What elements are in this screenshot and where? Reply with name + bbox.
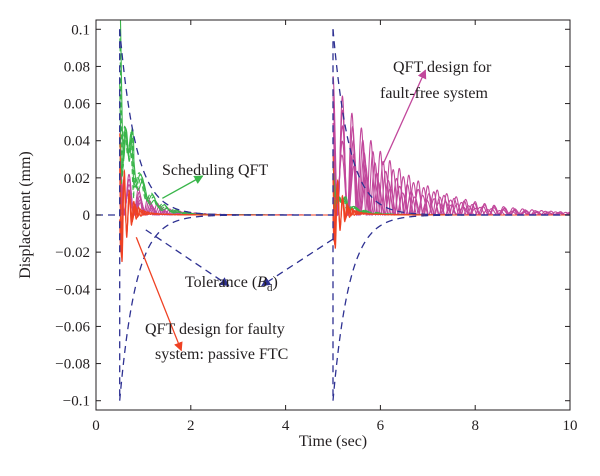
tolerance-upper-bound-line (119, 29, 333, 216)
y-axis-label: Displacement (mm) (17, 151, 34, 279)
annotation-passive-ftc-line2: system: passive FTC (155, 346, 288, 363)
x-tick-label: 10 (563, 418, 578, 434)
annotation-passive-ftc-line1: QFT design for faulty (145, 321, 285, 338)
scheduling-qft-response-line (119, 20, 333, 216)
x-tick-label: 8 (471, 418, 479, 434)
fault-free-arrow (382, 69, 427, 166)
y-tick-label: 0.06 (64, 97, 91, 113)
passive-ftc-response-line (119, 168, 333, 259)
series-layer (96, 20, 570, 401)
tolerance-lower-bound-line (332, 214, 570, 401)
x-tick-label: 4 (282, 418, 290, 434)
y-tick-label: −0.04 (55, 282, 90, 298)
tolerance-arrow (261, 238, 334, 287)
y-tick-label: 0.1 (71, 22, 90, 38)
annotation-tolerance-subscript: d (267, 282, 273, 294)
y-tick-label: −0.08 (55, 357, 90, 373)
annotation-arrows (135, 69, 427, 352)
scheduling-qft-arrow (162, 175, 204, 199)
annotation-fault-free-line2: fault-free system (380, 85, 489, 102)
y-tick-label: −0.06 (55, 319, 90, 335)
tolerance-arrow (145, 229, 230, 287)
tolerance-lower-bound-line (119, 214, 333, 401)
x-axis-label: Time (sec) (299, 433, 367, 450)
x-tick-label: 6 (377, 418, 385, 434)
y-tick-label: −0.1 (63, 394, 90, 410)
passive-ftc-response-line (119, 179, 333, 255)
annotation-tolerance-symbol: B (257, 274, 267, 291)
axis-ticks: 0 2 4 6 8 10 0.1 0.08 0.06 0.04 0.02 0 −0.02 −0.04 −0.… (55, 20, 578, 434)
x-tick-label: 2 (187, 418, 195, 434)
passive-ftc-arrow (135, 237, 183, 352)
annotation-tolerance-suffix: ) (272, 274, 277, 291)
annotation-scheduling-qft: Scheduling QFT (162, 162, 268, 179)
y-tick-label: 0.02 (64, 171, 90, 187)
x-tick-label: 0 (92, 418, 100, 434)
y-tick-label: 0.04 (64, 134, 91, 150)
y-tick-label: 0 (83, 208, 91, 224)
y-tick-label: 0.08 (64, 59, 90, 75)
annotation-fault-free-line1: QFT design for (393, 59, 492, 76)
scheduling-qft-response-line (119, 83, 333, 216)
annotation-tolerance: Tolerance (Bd) (185, 274, 278, 294)
y-tick-label: −0.02 (55, 245, 90, 261)
annotation-tolerance-prefix: Tolerance ( (185, 274, 257, 291)
